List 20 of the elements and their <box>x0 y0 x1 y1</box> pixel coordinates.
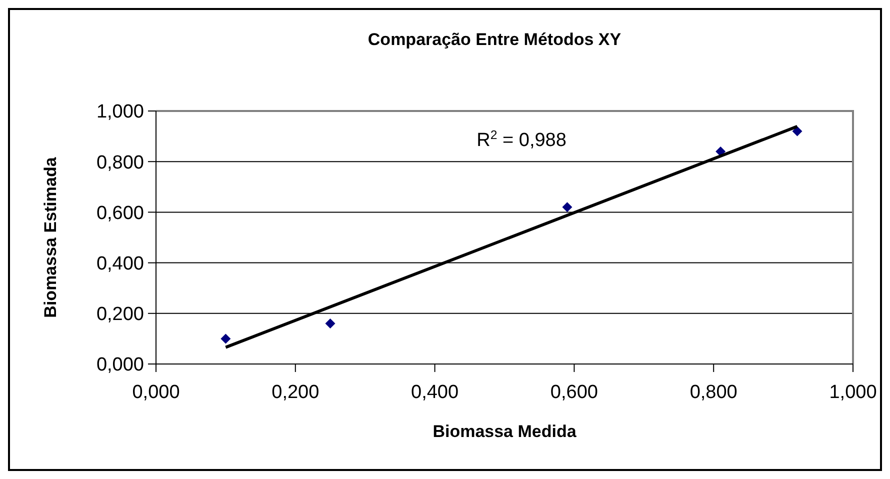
y-tick-label: 0,000 <box>96 354 144 376</box>
point <box>325 318 336 329</box>
y-tick-label: 0,400 <box>96 253 144 274</box>
x-tick-label: 0,600 <box>550 382 598 403</box>
y-tick-label: 1,000 <box>96 102 144 123</box>
x-tick-label: 0,400 <box>411 382 459 403</box>
y-tick-label: 0,600 <box>96 202 144 224</box>
y-axis-title: Biomassa Estimada <box>41 156 60 318</box>
x-tick-label: 1,000 <box>829 382 877 403</box>
point <box>716 146 726 156</box>
y-tick-label: 0,800 <box>96 152 144 174</box>
chart-title: Comparação Entre Métodos XY <box>368 30 622 49</box>
x-tick-label: 0,000 <box>132 382 180 403</box>
x-axis-title: Biomassa Medida <box>432 422 577 441</box>
y-tick-label: 0,200 <box>96 304 144 326</box>
point <box>220 334 231 344</box>
x-tick-label: 0,800 <box>690 382 738 403</box>
point <box>562 202 572 212</box>
annotation: R$^{2}$ = 0,988 <box>476 128 566 151</box>
x-tick-label: 0,200 <box>272 382 320 403</box>
